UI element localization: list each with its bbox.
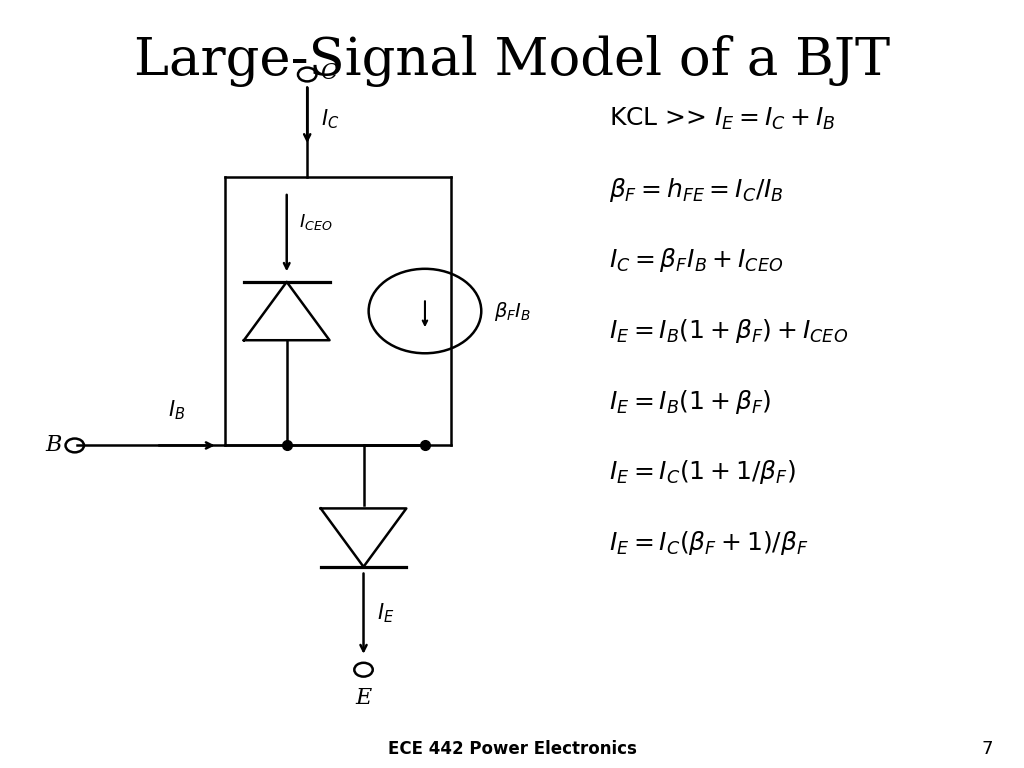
Text: $I_E = I_B(1 + \beta_F)$: $I_E = I_B(1 + \beta_F)$ [609,388,772,415]
Text: $I_C = \beta_F I_B + I_{CEO}$: $I_C = \beta_F I_B + I_{CEO}$ [609,247,783,274]
Text: $I_C$: $I_C$ [321,108,339,131]
Text: $\beta_F = h_{FE} = I_C/I_B$: $\beta_F = h_{FE} = I_C/I_B$ [609,176,784,204]
Text: ECE 442 Power Electronics: ECE 442 Power Electronics [387,740,637,758]
Text: $\beta_F I_B$: $\beta_F I_B$ [494,300,530,323]
Polygon shape [244,282,330,340]
Text: KCL >> $I_E = I_C + I_B$: KCL >> $I_E = I_C + I_B$ [609,106,836,132]
Text: $I_E = I_C(\beta_F + 1)/\beta_F$: $I_E = I_C(\beta_F + 1)/\beta_F$ [609,529,809,557]
Text: Large-Signal Model of a BJT: Large-Signal Model of a BJT [134,35,890,87]
Text: E: E [355,687,372,710]
Text: $I_B$: $I_B$ [168,399,185,422]
Text: $I_{CEO}$: $I_{CEO}$ [299,211,333,232]
Text: C: C [321,62,338,84]
Text: 7: 7 [982,740,993,758]
Text: B: B [45,435,61,456]
Text: $I_E = I_B(1 + \beta_F) + I_{CEO}$: $I_E = I_B(1 + \beta_F) + I_{CEO}$ [609,317,849,345]
Polygon shape [321,508,407,567]
Text: $I_E$: $I_E$ [377,602,394,625]
Text: $I_E = I_C(1 + 1/\beta_F)$: $I_E = I_C(1 + 1/\beta_F)$ [609,458,797,486]
